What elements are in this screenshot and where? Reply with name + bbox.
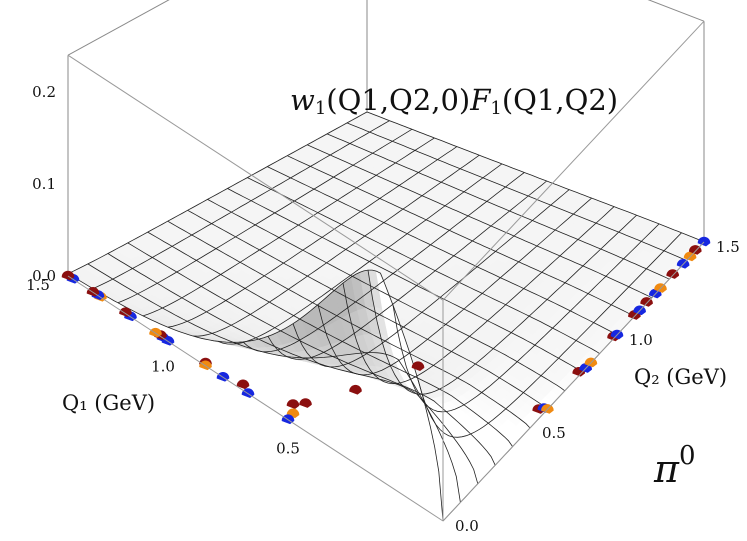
box-edge-front-1: [67, 54, 444, 301]
mesh-line-q2-9: [247, 177, 600, 354]
mesh-line-q2-8: [227, 188, 583, 373]
mesh-line-q2-3: [127, 242, 496, 466]
data-point-q1-dark-red-3: [286, 399, 300, 409]
box-edge-back-4: [647, 0, 705, 22]
mesh-line-q2-15: [366, 111, 705, 243]
y-tick-label: 1.5: [716, 238, 740, 256]
bounding-box-front-edges: [67, 20, 705, 522]
data-point-q1-dark-red-0: [411, 361, 425, 372]
mesh-line-q1-7: [267, 180, 547, 360]
y-axis-label: Q₂ (GeV): [634, 365, 727, 389]
z-tick-label: 0.0: [32, 267, 56, 285]
z-tick-label: 0.2: [32, 83, 56, 101]
chart-title: w1(Q1,Q2,0)F1(Q1,Q2): [290, 83, 618, 119]
y-tick-label: 0.5: [542, 424, 566, 442]
x-tick-label: 1.5: [26, 276, 50, 294]
mesh-line-q2-12: [307, 144, 652, 299]
mesh-line-q1-3: [367, 214, 637, 395]
mesh-line-q1-2: [392, 223, 660, 413]
data-point-q2-blue-17: [697, 236, 711, 247]
mesh-line-q2-11: [287, 155, 635, 317]
title-args: (Q1,Q2,0): [326, 83, 470, 117]
surface-patches: [67, 111, 705, 522]
x-tick-label: 1.0: [151, 358, 175, 376]
mesh-line-q2-10: [267, 166, 618, 336]
mesh-line-q1-10: [192, 154, 480, 337]
mesh-line-q1-1: [417, 232, 682, 438]
y-tick-label: 1.0: [629, 331, 653, 349]
x-axis-label: Q₁ (GeV): [62, 391, 155, 415]
mesh-line-q2-6: [187, 209, 548, 410]
mesh-line-q1-5: [317, 197, 592, 376]
mesh-line-q1-14: [92, 120, 390, 289]
mesh-line-q1-15: [67, 111, 368, 275]
mesh-line-q2-4: [147, 231, 513, 447]
data-point-q1-dark-red-16: [119, 307, 132, 317]
data-point-q1-dark-red-1: [349, 384, 362, 395]
z-tick-label: 0.1: [32, 175, 56, 193]
mesh-line-q1-4: [342, 206, 615, 385]
surface-mesh: [67, 111, 705, 522]
panel-label: π0: [653, 441, 696, 491]
mesh-line-q2-2: [107, 253, 479, 484]
mesh-line-q1-6: [292, 189, 570, 368]
mesh-line-q1-13: [117, 128, 413, 304]
mesh-line-q1-12: [142, 137, 435, 317]
box-edge-back-3: [67, 0, 170, 56]
mesh-line-q2-14: [346, 122, 687, 261]
mesh-line-q1-11: [167, 146, 458, 328]
mesh-line-q2-13: [326, 133, 670, 280]
mesh-line-q1-9: [217, 163, 503, 345]
mesh-line-q2-5: [167, 220, 531, 429]
x-tick-label: 0.5: [276, 439, 300, 457]
mesh-line-q2-1: [87, 263, 461, 503]
box-edge-front-3: [67, 275, 444, 522]
y-tick-label: 0.0: [455, 517, 479, 535]
mesh-line-q2-7: [207, 199, 566, 392]
box-edge-front-4: [442, 241, 705, 522]
data-point-q1-dark-red-2: [299, 398, 312, 408]
axis-ticks: 0.51.01.50.00.51.01.50.00.10.2: [26, 83, 740, 535]
mesh-line-q2-0: [67, 269, 444, 522]
surface: [67, 111, 705, 522]
box-edge-front-2: [442, 20, 705, 301]
data-point-q1-dark-red-6: [236, 379, 250, 390]
